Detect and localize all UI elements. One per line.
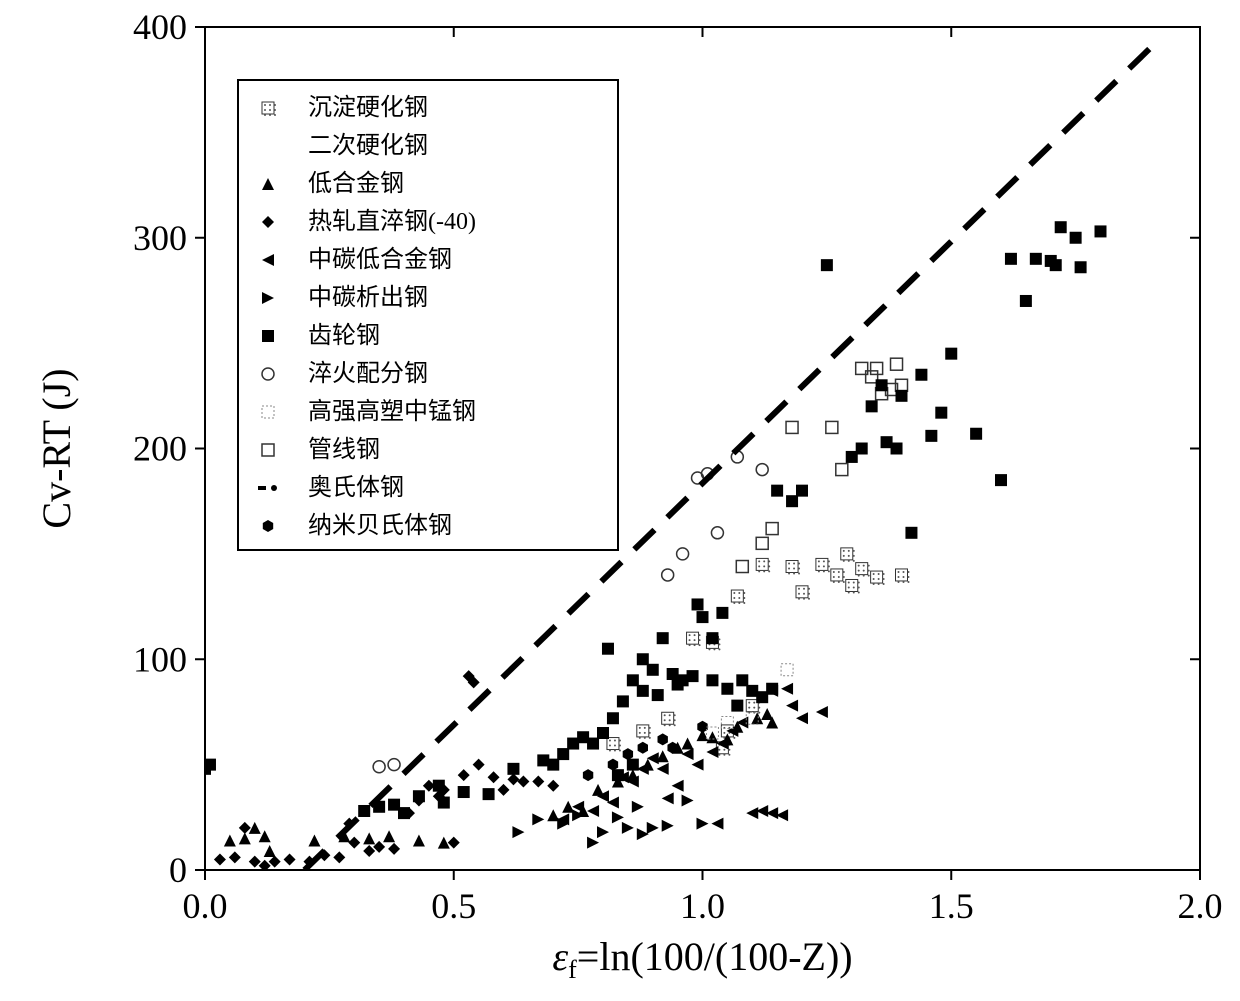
y-axis-label: Cv-RT (J) xyxy=(34,368,79,528)
legend-box xyxy=(238,80,618,550)
legend-label: 高强高塑中锰钢 xyxy=(308,398,476,425)
scatter-chart: 0.0 0.5 1.0 1.5 2.0 0 100 200 300 400 Cv-RT (J) εf=… xyxy=(0,0,1240,1001)
y-tick-label: 0 xyxy=(169,850,187,890)
x-tick-label: 1.5 xyxy=(929,886,974,926)
legend-label: 热轧直淬钢(-40) xyxy=(308,208,476,235)
legend-label: 沉淀硬化钢 xyxy=(308,94,428,121)
legend-label: 淬火配分钢 xyxy=(308,360,428,387)
legend-label: 二次硬化钢 xyxy=(308,132,428,159)
legend-row: 二次硬化钢 xyxy=(308,132,428,159)
legend-label: 中碳析出钢 xyxy=(308,284,428,311)
x-tick-label: 2.0 xyxy=(1178,886,1223,926)
x-tick-label: 0.5 xyxy=(431,886,476,926)
legend-label: 管线钢 xyxy=(308,436,380,463)
chart-container: 0.0 0.5 1.0 1.5 2.0 0 100 200 300 400 Cv-RT (J) εf=… xyxy=(0,0,1240,1001)
y-tick-label: 300 xyxy=(133,218,187,258)
x-tick-label: 1.0 xyxy=(680,886,725,926)
x-tick-label: 0.0 xyxy=(183,886,228,926)
legend-label: 低合金钢 xyxy=(308,170,404,197)
legend-label: 奥氏体钢 xyxy=(308,474,404,501)
y-tick-label: 100 xyxy=(133,639,187,679)
y-tick-label: 400 xyxy=(133,7,187,47)
legend-label: 中碳低合金钢 xyxy=(308,246,452,273)
legend-label: 纳米贝氏体钢 xyxy=(308,512,452,539)
y-tick-label: 200 xyxy=(133,429,187,469)
x-axis-label: εf=ln(100/(100-Z)) xyxy=(552,934,852,984)
legend-label: 齿轮钢 xyxy=(308,322,380,349)
